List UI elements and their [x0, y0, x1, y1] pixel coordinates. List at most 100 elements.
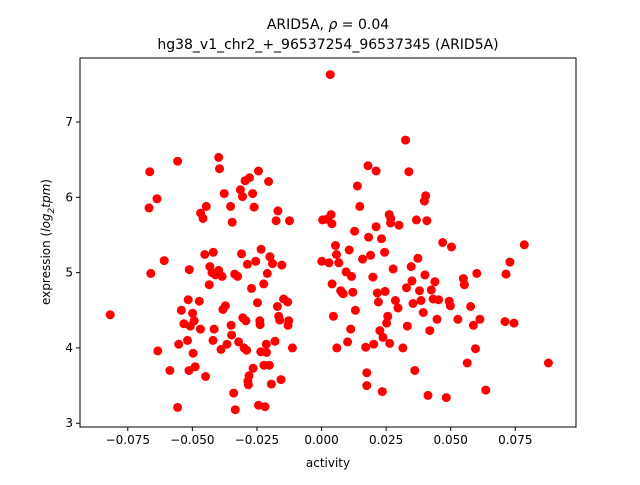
data-point [383, 311, 393, 321]
data-point [262, 268, 272, 278]
data-point [468, 320, 478, 330]
data-point [459, 280, 469, 290]
data-point [259, 279, 269, 289]
x-tick-label: 0.050 [434, 433, 468, 447]
data-point [328, 311, 338, 321]
data-point [425, 326, 435, 336]
data-point [501, 269, 511, 279]
data-point [393, 303, 403, 313]
data-point [190, 362, 200, 372]
data-point [216, 344, 226, 354]
data-point [249, 202, 259, 212]
data-point [358, 254, 368, 264]
data-point [217, 271, 227, 281]
data-point [416, 296, 426, 305]
y-label-sub: 2 [47, 207, 57, 213]
data-point [394, 220, 404, 230]
data-point [325, 70, 335, 80]
data-point [481, 385, 491, 395]
data-point [410, 366, 420, 375]
data-point [234, 337, 244, 347]
data-point [237, 249, 246, 259]
data-point [251, 256, 261, 266]
data-point [350, 226, 360, 236]
data-point [227, 217, 237, 227]
data-point [369, 339, 379, 349]
data-point [411, 215, 421, 225]
data-point [284, 316, 294, 326]
data-point [361, 342, 371, 352]
data-point [209, 324, 219, 334]
data-point [398, 343, 408, 353]
title-gene: ARID5A [267, 17, 320, 33]
data-point [372, 288, 382, 298]
data-point [401, 135, 410, 145]
x-tick-label: 0.025 [369, 433, 403, 447]
y-tick-label: 6 [65, 190, 73, 204]
x-tick-label: −0.025 [235, 433, 279, 447]
data-point [375, 326, 385, 336]
x-tick-label: −0.050 [170, 433, 214, 447]
data-point [173, 402, 183, 412]
data-point [227, 330, 237, 340]
data-point [272, 302, 282, 311]
data-point [408, 299, 418, 308]
data-point [261, 339, 271, 349]
data-point [244, 371, 254, 381]
data-point [380, 247, 390, 257]
data-point [105, 310, 115, 320]
data-point [378, 332, 388, 342]
data-point [350, 305, 360, 315]
data-point [271, 216, 281, 226]
plot-area [105, 70, 553, 415]
data-point [362, 381, 372, 391]
chart-subtitle: hg38_v1_chr2_+_96537254_96537345 (ARID5A… [157, 37, 498, 53]
data-point [324, 258, 334, 268]
data-point [183, 295, 193, 305]
data-point [229, 388, 239, 398]
data-point [174, 339, 184, 349]
data-point [441, 393, 451, 403]
data-point [380, 286, 390, 296]
data-point [371, 166, 381, 176]
data-point [159, 256, 169, 266]
data-point [208, 335, 218, 345]
data-point [189, 316, 199, 326]
data-point [247, 283, 256, 293]
data-point [462, 358, 472, 368]
data-point [407, 276, 417, 286]
data-point [146, 268, 156, 278]
data-point [326, 210, 336, 220]
data-point [195, 324, 205, 334]
y-tick-label: 3 [65, 416, 73, 430]
data-point [388, 264, 398, 274]
data-point [201, 201, 211, 211]
data-point [242, 259, 252, 269]
data-point [404, 167, 414, 177]
data-point [268, 259, 277, 269]
data-point [432, 314, 442, 324]
x-tick-label: 0.000 [304, 433, 338, 447]
y-axis-label: expression (log2tpm) [39, 179, 57, 305]
data-point [275, 315, 285, 325]
data-point [230, 405, 240, 415]
data-point [327, 279, 337, 289]
data-point [377, 387, 387, 397]
data-point [253, 298, 262, 308]
data-point [362, 368, 372, 378]
x-tick-label: 0.075 [498, 433, 532, 447]
data-point [262, 347, 271, 357]
data-point [226, 320, 236, 330]
data-point [317, 256, 327, 266]
data-point [245, 173, 254, 183]
data-point [144, 203, 154, 213]
data-point [402, 321, 412, 331]
data-point [415, 286, 424, 296]
data-point [472, 268, 482, 278]
data-point [445, 301, 455, 311]
data-point [277, 260, 287, 270]
data-point [453, 314, 463, 324]
data-point [276, 375, 286, 385]
